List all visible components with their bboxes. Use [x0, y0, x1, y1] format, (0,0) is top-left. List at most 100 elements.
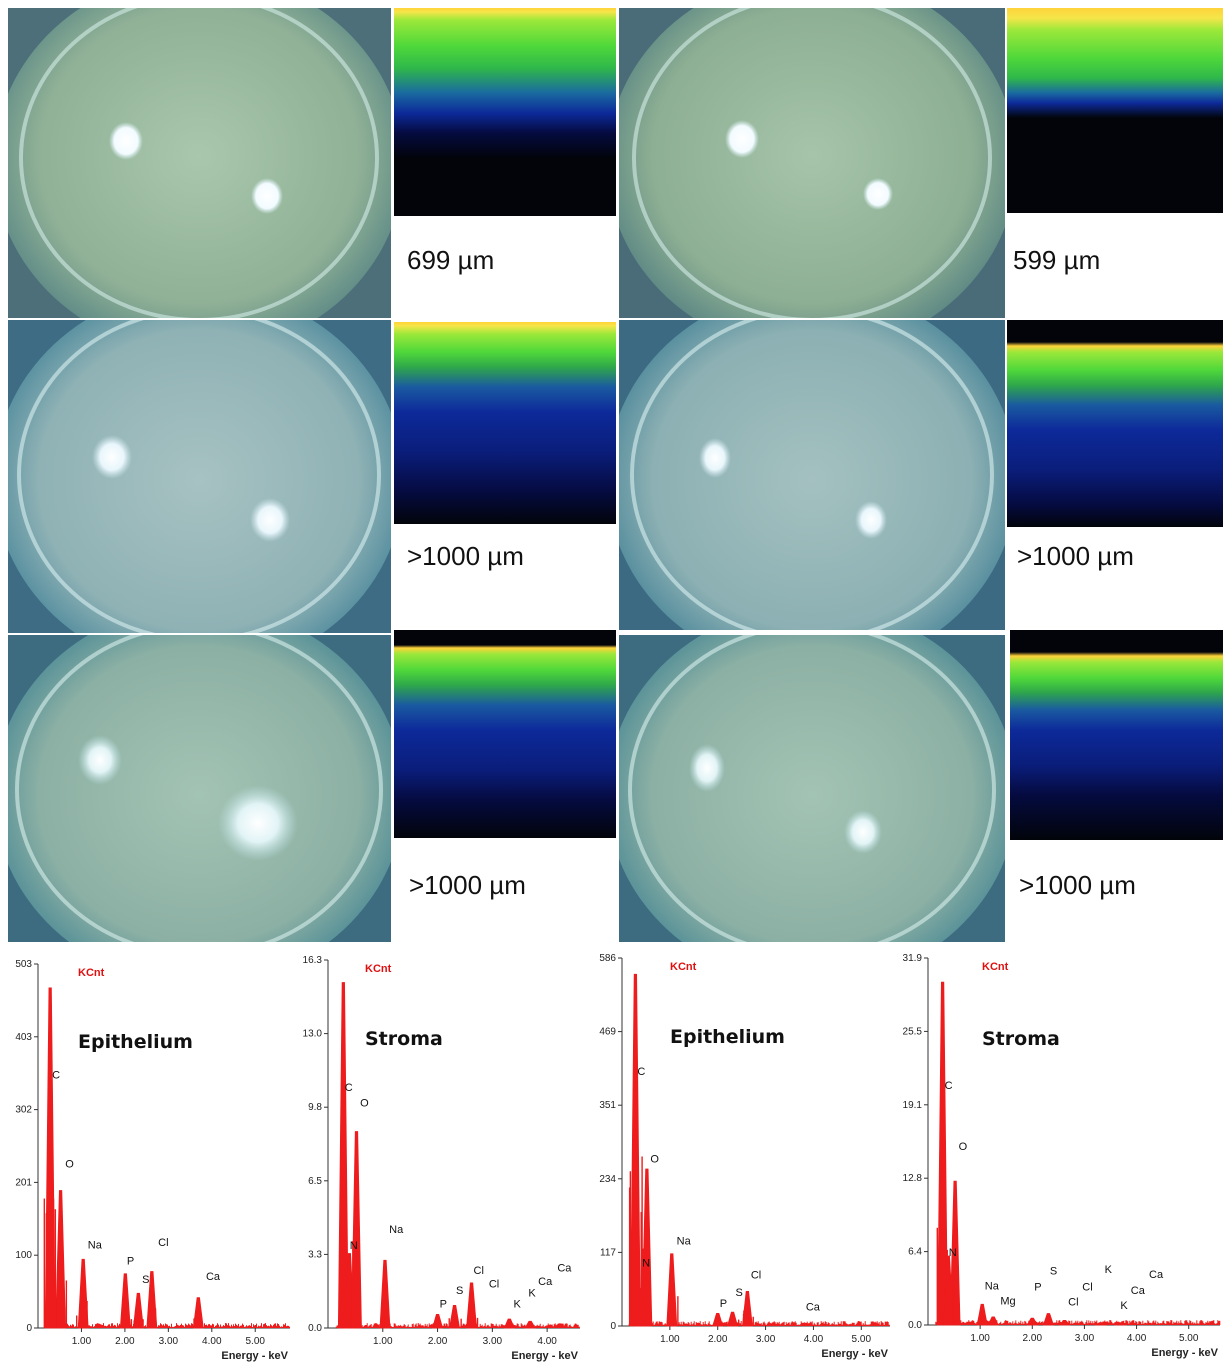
element-label: Ca — [1149, 1269, 1164, 1281]
spectrum-peak — [449, 1305, 461, 1329]
element-label: Ca — [206, 1271, 221, 1283]
element-label: O — [650, 1154, 659, 1166]
y-axis-label: KCnt — [365, 963, 392, 975]
oct-scan-2 — [1007, 8, 1223, 213]
spectrum-peak — [1113, 1322, 1127, 1326]
slit-lamp-photo-1 — [8, 8, 391, 318]
y-tick-label: 9.8 — [308, 1102, 322, 1113]
x-axis-label: Energy - keV — [1151, 1347, 1218, 1359]
x-axis-label: Energy - keV — [511, 1350, 578, 1362]
chart-title: Epithelium — [670, 1026, 785, 1048]
oct-scan-1 — [394, 8, 616, 216]
y-tick-label: 12.8 — [903, 1173, 923, 1184]
oct-scan-5 — [394, 630, 616, 838]
x-tick-label: 4.00 — [537, 1336, 557, 1347]
element-label: N — [350, 1240, 358, 1252]
spectrum-peak — [666, 1253, 678, 1327]
y-tick-label: 503 — [15, 959, 32, 970]
element-label: Na — [985, 1280, 1000, 1292]
thickness-label-4: >1000 µm — [1017, 541, 1134, 571]
element-label: K — [1105, 1264, 1113, 1276]
element-label: O — [959, 1141, 968, 1153]
y-tick-label: 117 — [600, 1247, 616, 1258]
x-tick-label: 1.00 — [72, 1336, 92, 1347]
element-label: Ca — [806, 1301, 821, 1313]
thickness-label-1: 699 µm — [407, 245, 495, 275]
element-label: Ca — [557, 1263, 572, 1275]
x-tick-label: 2.00 — [115, 1336, 135, 1347]
y-tick-label: 13.0 — [303, 1029, 323, 1040]
thickness-label-3: >1000 µm — [407, 541, 524, 571]
x-axis-label: Energy - keV — [221, 1350, 288, 1362]
y-tick-label: 6.5 — [308, 1176, 322, 1187]
y-tick-label: 100 — [15, 1250, 32, 1261]
element-label: P — [440, 1299, 447, 1311]
x-tick-label: 3.00 — [159, 1336, 179, 1347]
y-tick-label: 234 — [599, 1174, 616, 1185]
element-label: S — [736, 1287, 743, 1299]
x-tick-label: 3.00 — [756, 1334, 776, 1345]
y-tick-label: 586 — [599, 953, 616, 964]
element-label: Mg — [1000, 1295, 1015, 1307]
element-label: Na — [389, 1224, 404, 1236]
y-tick-label: 0.0 — [908, 1320, 922, 1331]
spectrum-peak — [379, 1259, 391, 1329]
x-tick-label: 5.00 — [246, 1336, 266, 1347]
element-label: Cl — [474, 1265, 484, 1277]
y-tick-label: 25.5 — [903, 1026, 923, 1037]
spectrum-peak — [432, 1314, 444, 1329]
thickness-label-5: >1000 µm — [409, 870, 526, 900]
element-label: N — [949, 1247, 957, 1259]
x-tick-label: 4.00 — [1127, 1333, 1147, 1344]
element-label: P — [127, 1255, 134, 1267]
element-label: Cl — [751, 1269, 761, 1281]
eds-spectrum-1: 0 100 201 302 403 503 1.00 2.00 3.00 4.00 5.00 Ener… — [0, 950, 300, 1362]
x-tick-label: 5.00 — [852, 1334, 872, 1345]
x-tick-label: 2.00 — [1023, 1333, 1043, 1344]
y-tick-label: 6.4 — [908, 1247, 922, 1258]
oct-scan-6 — [1010, 630, 1223, 840]
x-tick-label: 4.00 — [202, 1336, 222, 1347]
y-tick-label: 0.0 — [308, 1323, 322, 1334]
y-tick-label: 201 — [15, 1177, 32, 1188]
slit-lamp-photo-6 — [619, 635, 1005, 942]
element-label: N — [642, 1257, 650, 1269]
x-tick-label: 2.00 — [428, 1336, 448, 1347]
element-label: O — [360, 1098, 369, 1110]
y-tick-label: 403 — [15, 1032, 32, 1043]
slit-lamp-photo-5 — [8, 635, 391, 942]
element-label: Cl — [1082, 1281, 1092, 1293]
element-label: Na — [677, 1235, 692, 1247]
y-tick-label: 0 — [26, 1323, 32, 1334]
y-tick-label: 0 — [610, 1321, 616, 1332]
element-label: C — [945, 1080, 953, 1092]
spectrum-peak — [55, 1190, 67, 1329]
y-tick-label: 351 — [599, 1100, 616, 1111]
oct-scan-4 — [1007, 320, 1223, 527]
x-tick-label: 1.00 — [660, 1334, 680, 1345]
element-label: C — [52, 1069, 60, 1081]
spectrum-peak — [1094, 1322, 1108, 1326]
x-tick-label: 3.00 — [1075, 1333, 1095, 1344]
y-tick-label: 16.3 — [303, 955, 323, 966]
thickness-label-2: 599 µm — [1013, 245, 1101, 275]
x-tick-label: 1.00 — [970, 1333, 990, 1344]
spectrum-peak — [1058, 1319, 1071, 1326]
element-label: Na — [88, 1239, 103, 1251]
slit-lamp-photo-3 — [8, 320, 391, 633]
x-tick-label: 5.00 — [1179, 1333, 1199, 1344]
element-label: S — [142, 1274, 149, 1286]
x-tick-label: 4.00 — [804, 1334, 824, 1345]
eds-spectrum-3: 0 117 234 351 469 586 1.00 2.00 3.00 4.00 5.00 Ener… — [590, 950, 900, 1362]
x-tick-label: 3.00 — [483, 1336, 503, 1347]
spectrum-peak — [192, 1297, 204, 1329]
element-label: P — [720, 1298, 727, 1310]
chart-title: Epithelium — [78, 1031, 193, 1053]
y-axis-label: KCnt — [982, 961, 1009, 973]
element-label: Cl — [489, 1278, 499, 1290]
oct-scan-3 — [394, 322, 616, 524]
spectrum-peak — [146, 1271, 158, 1329]
spectrum-peak — [77, 1258, 89, 1329]
element-label: O — [65, 1158, 74, 1170]
y-tick-label: 302 — [15, 1105, 32, 1116]
